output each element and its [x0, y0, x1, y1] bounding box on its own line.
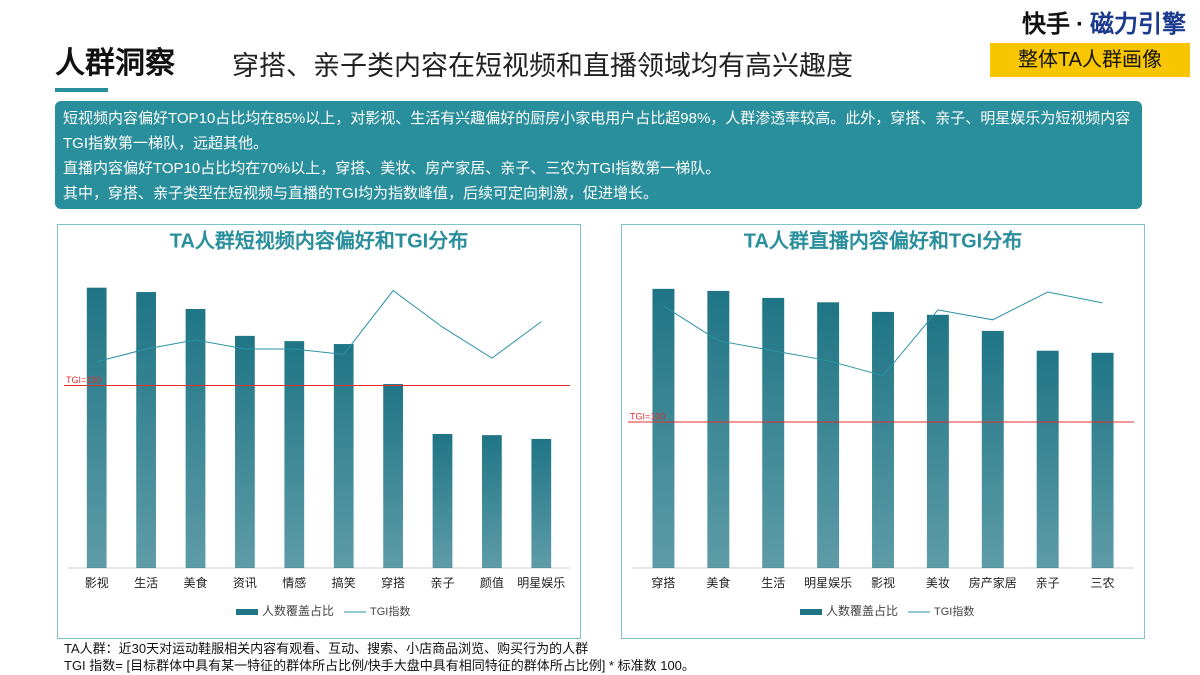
bar	[383, 384, 403, 568]
x-tick-label: 三农	[1091, 576, 1115, 590]
page-subtitle: 穿搭、亲子类内容在短视频和直播领域均有高兴趣度	[232, 51, 853, 81]
x-tick-label: 美妆	[926, 576, 950, 590]
x-tick-label: 生活	[761, 576, 785, 590]
x-tick-label: 亲子	[430, 576, 454, 590]
badge: 整体TA人群画像	[990, 43, 1190, 77]
bar	[981, 330, 1004, 568]
reference-label: TGI=100	[630, 411, 665, 421]
bar	[432, 433, 453, 568]
bar	[652, 288, 675, 568]
summary-line: 其中，穿搭、亲子类型在短视频与直播的TGI均为指数峰值，后续可定向刺激，促进增长…	[63, 185, 659, 202]
bar	[185, 308, 206, 568]
chart-title: TA人群直播内容偏好和TGI分布	[744, 228, 1023, 252]
brand-partner: 磁力引擎	[1090, 11, 1186, 38]
bar	[926, 314, 949, 568]
bar	[1036, 350, 1059, 568]
x-tick-label: 穿搭	[381, 575, 405, 590]
legend-label: 人数覆盖占比	[826, 603, 898, 618]
legend-swatch	[236, 609, 258, 615]
x-tick-label: 明星娱乐	[804, 576, 852, 590]
bar	[872, 311, 894, 568]
x-tick-label: 搞笑	[332, 575, 356, 590]
bar	[235, 335, 255, 568]
x-tick-label: 房产家居	[969, 575, 1017, 590]
x-tick-label: 影视	[85, 575, 109, 590]
legend-swatch	[800, 609, 822, 615]
bar	[86, 287, 107, 568]
x-tick-label: 亲子	[1036, 576, 1060, 590]
bar	[531, 438, 552, 568]
summary-box: 短视频内容偏好TOP10占比均在85%以上，对影视、生活有兴趣偏好的厨房小家电用…	[55, 101, 1142, 209]
bar	[817, 302, 840, 568]
x-tick-label: 穿搭	[651, 575, 675, 590]
reference-label: TGI=100	[66, 375, 101, 385]
bar	[333, 344, 354, 568]
page-title: 人群洞察	[55, 47, 175, 80]
note: TGI 指数= [目标群体中具有某一特征的群体所占比例/快手大盘中具有相同特征的…	[64, 658, 695, 673]
x-tick-label: 情感	[282, 575, 306, 590]
legend-label: TGI指数	[934, 604, 974, 618]
note: TA人群：近30天对运动鞋服相关内容有观看、互动、搜索、小店商品浏览、购买行为的…	[64, 641, 589, 656]
bar	[482, 435, 502, 568]
summary-line: 短视频内容偏好TOP10占比均在85%以上，对影视、生活有兴趣偏好的厨房小家电用…	[63, 110, 1131, 152]
x-tick-label: 美食	[183, 575, 207, 590]
bar	[707, 290, 730, 568]
x-tick-label: 颜值	[480, 575, 504, 590]
bar	[1091, 352, 1114, 568]
accent-bar	[55, 88, 108, 92]
legend-label: TGI指数	[370, 604, 410, 618]
tgi-line	[663, 291, 1103, 377]
bar	[762, 297, 785, 568]
bar	[284, 341, 305, 568]
brand: 快手 · 磁力引擎	[1016, 4, 1186, 39]
brand-name: 快手	[1022, 11, 1070, 38]
bar	[136, 292, 156, 568]
brand-separator: ·	[1076, 11, 1084, 38]
x-tick-label: 美食	[706, 575, 730, 590]
x-tick-label: 明星娱乐	[517, 576, 565, 590]
notes: TA人群：近30天对运动鞋服相关内容有观看、互动、搜索、小店商品浏览、购买行为的…	[64, 640, 695, 674]
x-tick-label: 资讯	[233, 576, 257, 590]
x-tick-label: 生活	[134, 576, 158, 590]
x-tick-label: 影视	[871, 575, 895, 590]
chart-title: TA人群短视频内容偏好和TGI分布	[170, 228, 469, 252]
legend-label: 人数覆盖占比	[262, 603, 334, 618]
summary-line: 直播内容偏好TOP10占比均在70%以上，穿搭、美妆、房产家居、亲子、三农为TG…	[63, 160, 721, 177]
tgi-line	[96, 289, 542, 363]
